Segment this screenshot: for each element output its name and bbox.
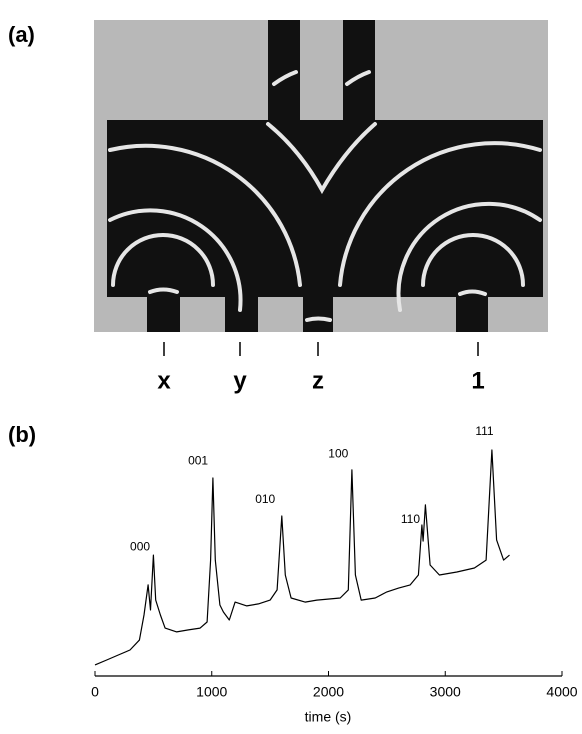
annotation: 100 — [328, 447, 348, 461]
device-image — [94, 20, 548, 332]
x-tick-label: 0 — [91, 684, 99, 700]
annotation: 010 — [255, 492, 275, 506]
input-label: x — [157, 367, 171, 394]
annotation: 000 — [130, 539, 150, 553]
panel-label: (a) — [8, 22, 35, 47]
annotation: 110 — [401, 512, 420, 526]
x-tick-label: 3000 — [430, 684, 461, 700]
input-label: 1 — [471, 367, 484, 394]
x-tick-label: 1000 — [196, 684, 227, 700]
x-tick-label: 2000 — [313, 684, 344, 700]
trace — [94, 449, 510, 666]
panel-label: (b) — [8, 422, 36, 447]
x-tick-label: 4000 — [546, 684, 577, 700]
x-axis-label: time (s) — [305, 709, 352, 725]
annotation: 001 — [188, 453, 208, 467]
annotation: 111 — [475, 424, 494, 438]
input-label: y — [233, 367, 247, 394]
input-label: z — [312, 367, 324, 394]
